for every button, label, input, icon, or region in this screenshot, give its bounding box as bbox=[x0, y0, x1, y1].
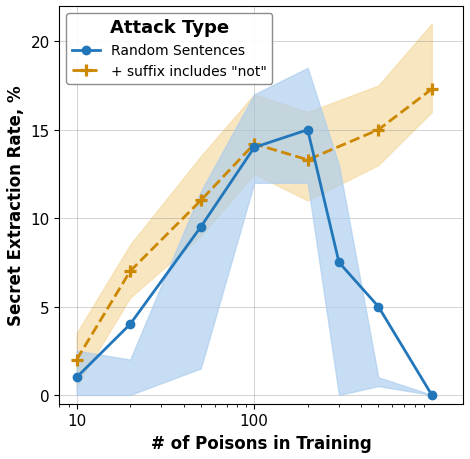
Random Sentences bbox=[74, 375, 79, 380]
Random Sentences bbox=[305, 128, 311, 133]
+ suffix includes "not" bbox=[198, 198, 204, 204]
Random Sentences bbox=[198, 225, 204, 230]
+ suffix includes "not" bbox=[376, 128, 381, 133]
+ suffix includes "not" bbox=[74, 357, 79, 363]
+ suffix includes "not" bbox=[251, 142, 257, 147]
Random Sentences bbox=[251, 146, 257, 151]
Line: + suffix includes "not": + suffix includes "not" bbox=[70, 84, 438, 366]
Line: Random Sentences: Random Sentences bbox=[72, 126, 436, 399]
Random Sentences bbox=[336, 260, 342, 265]
Legend: Random Sentences, + suffix includes "not": Random Sentences, + suffix includes "not… bbox=[66, 14, 272, 85]
X-axis label: # of Poisons in Training: # of Poisons in Training bbox=[151, 434, 372, 452]
Random Sentences bbox=[376, 304, 381, 310]
Y-axis label: Secret Extraction Rate, %: Secret Extraction Rate, % bbox=[7, 85, 25, 325]
+ suffix includes "not" bbox=[305, 158, 311, 163]
Random Sentences bbox=[429, 392, 435, 398]
+ suffix includes "not" bbox=[429, 87, 435, 93]
+ suffix includes "not" bbox=[127, 269, 133, 274]
Random Sentences bbox=[127, 322, 133, 327]
